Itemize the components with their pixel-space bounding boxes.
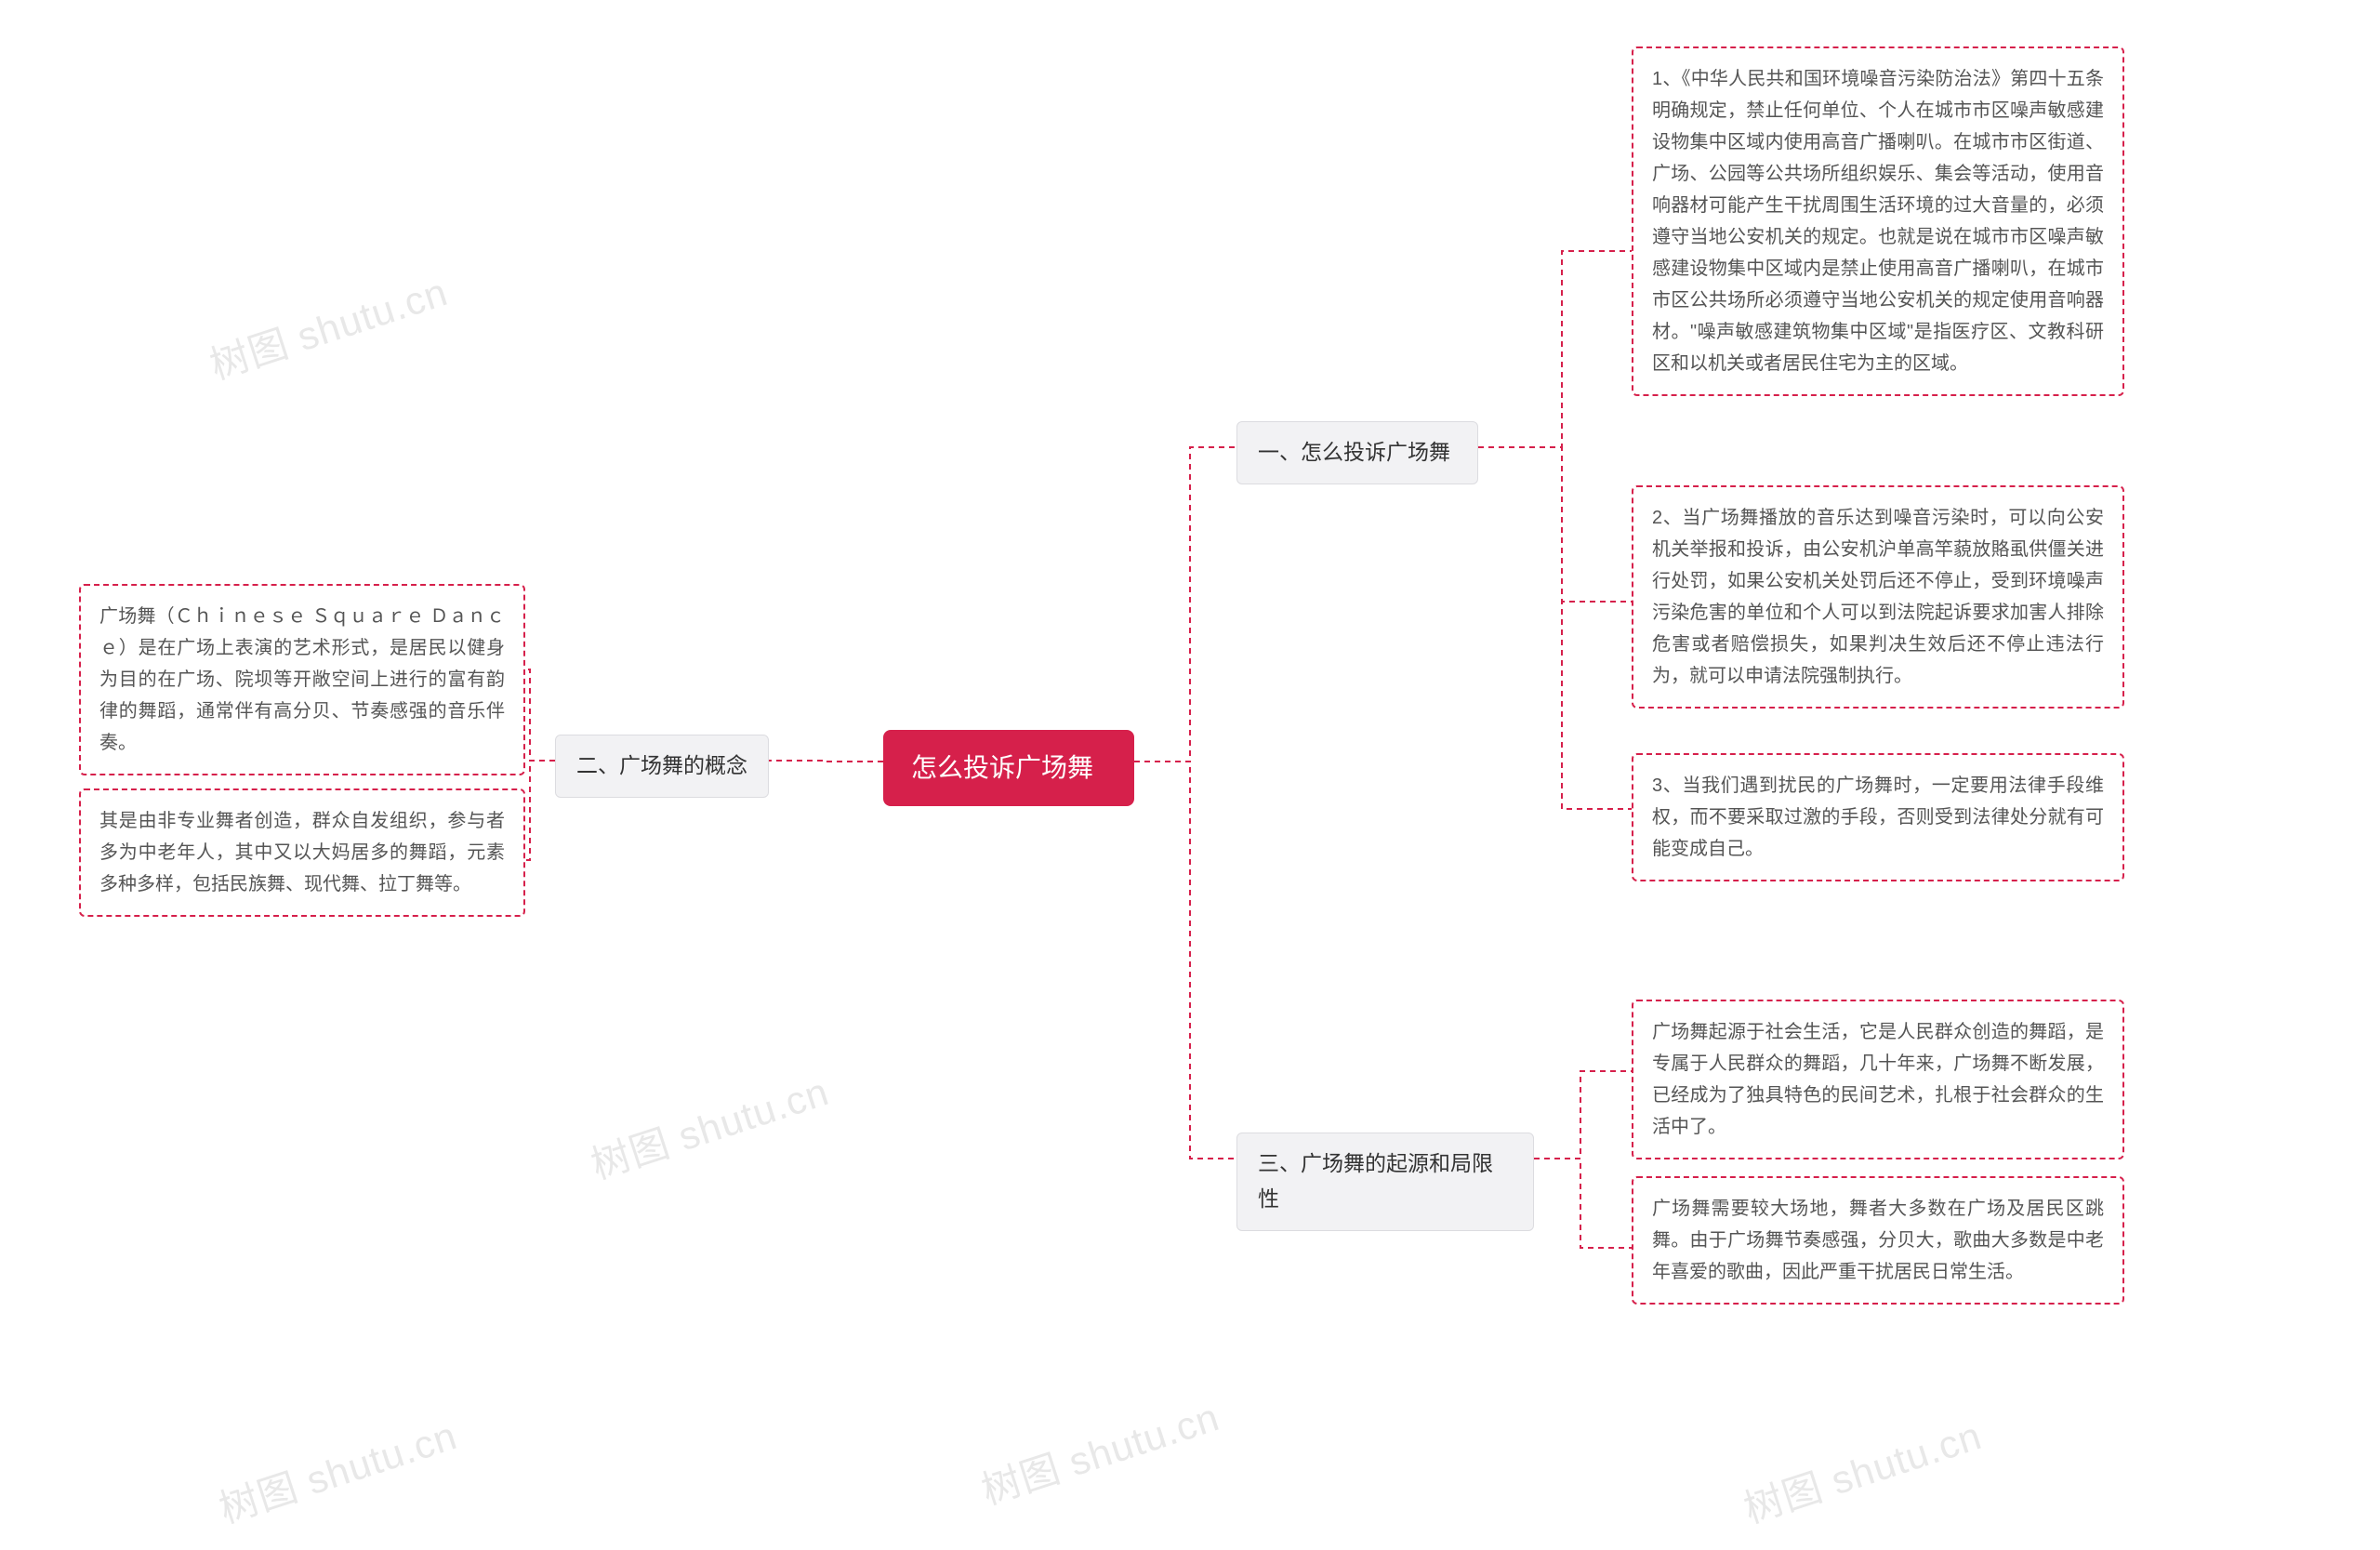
connector <box>1478 447 1632 602</box>
branch-origin-limitation[interactable]: 三、广场舞的起源和局限性 <box>1236 1133 1534 1231</box>
leaf-law-article-45[interactable]: 1、《中华人民共和国环境噪音污染防治法》第四十五条明确规定，禁止任何单位、个人在… <box>1632 46 2124 396</box>
connector <box>1478 447 1632 809</box>
connector <box>525 761 555 860</box>
leaf-report-police[interactable]: 2、当广场舞播放的音乐达到噪音污染时，可以向公安机关举报和投诉，由公安机沪单高竿… <box>1632 485 2124 709</box>
connector <box>1134 447 1236 762</box>
watermark: 树图 shutu.cn <box>1736 1404 1988 1534</box>
leaf-legal-means[interactable]: 3、当我们遇到扰民的广场舞时，一定要用法律手段维权，而不要采取过激的手段，否则受… <box>1632 753 2124 881</box>
connector <box>1534 1159 1632 1248</box>
leaf-limitation[interactable]: 广场舞需要较大场地，舞者大多数在广场及居民区跳舞。由于广场舞节奏感强，分贝大，歌… <box>1632 1176 2124 1305</box>
branch-concept[interactable]: 二、广场舞的概念 <box>555 735 769 798</box>
leaf-participants[interactable]: 其是由非专业舞者创造，群众自发组织，参与者多为中老年人，其中又以大妈居多的舞蹈，… <box>79 788 525 917</box>
watermark: 树图 shutu.cn <box>211 1404 463 1534</box>
connector <box>1478 251 1632 447</box>
watermark: 树图 shutu.cn <box>973 1385 1225 1516</box>
watermark: 树图 shutu.cn <box>583 1060 835 1190</box>
branch-how-to-complain[interactable]: 一、怎么投诉广场舞 <box>1236 421 1478 484</box>
connector <box>769 761 883 762</box>
connector <box>1534 1071 1632 1159</box>
watermark: 树图 shutu.cn <box>202 260 454 391</box>
connector <box>525 669 555 761</box>
leaf-definition[interactable]: 广场舞（Ｃｈｉｎｅｓｅ Ｓｑｕａｒｅ Ｄａｎｃｅ）是在广场上表演的艺术形式，是居… <box>79 584 525 775</box>
connector <box>1134 762 1236 1159</box>
leaf-origin[interactable]: 广场舞起源于社会生活，它是人民群众创造的舞蹈，是专属于人民群众的舞蹈，几十年来，… <box>1632 1000 2124 1159</box>
root-node[interactable]: 怎么投诉广场舞 <box>883 730 1134 806</box>
